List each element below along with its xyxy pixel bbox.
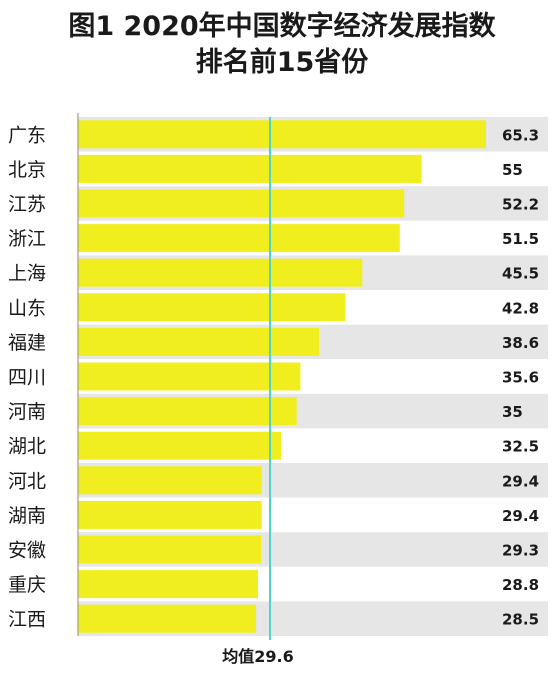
category-label: 湖南 xyxy=(8,505,46,527)
value-label: 35 xyxy=(502,403,523,421)
bar xyxy=(78,224,400,253)
bar xyxy=(78,120,486,149)
value-label: 55 xyxy=(502,161,523,179)
category-label: 江西 xyxy=(8,609,46,631)
value-label: 29.4 xyxy=(502,472,539,490)
chart-title-line1: 图1 2020年中国数字经济发展指数 xyxy=(68,10,496,42)
chart-title-line2: 排名前15省份 xyxy=(196,46,369,78)
bar xyxy=(78,535,262,564)
value-label: 51.5 xyxy=(502,230,539,248)
value-label: 42.8 xyxy=(502,299,539,317)
bar xyxy=(78,189,405,218)
value-label: 28.8 xyxy=(502,576,539,594)
bar xyxy=(78,258,363,287)
category-label: 河南 xyxy=(8,401,46,423)
bar xyxy=(78,466,262,495)
value-label: 45.5 xyxy=(502,265,539,283)
category-label: 北京 xyxy=(8,159,46,181)
category-label: 四川 xyxy=(8,367,46,389)
category-label: 广东 xyxy=(8,124,46,146)
bar xyxy=(78,293,346,322)
category-label: 浙江 xyxy=(8,228,46,250)
value-label: 32.5 xyxy=(502,438,539,456)
reference-line-group xyxy=(77,113,271,640)
value-label: 29.4 xyxy=(502,507,539,525)
bar xyxy=(78,570,258,599)
bar xyxy=(78,604,257,633)
bars xyxy=(78,120,486,633)
bar xyxy=(78,327,320,356)
value-label: 35.6 xyxy=(502,369,539,387)
reference-line-label: 均值29.6 xyxy=(222,647,293,666)
labels: 广东 65.3 北京 55 江苏 52.2 浙江 51.5 上海 45.5 山东 42.8 福建 38.6… xyxy=(8,124,539,630)
value-label: 38.6 xyxy=(502,334,539,352)
category-label: 湖北 xyxy=(8,436,46,458)
value-label: 28.5 xyxy=(502,611,539,629)
bar xyxy=(78,362,301,391)
bar xyxy=(78,397,297,426)
category-label: 上海 xyxy=(8,263,46,285)
category-label: 山东 xyxy=(8,297,46,319)
category-label: 河北 xyxy=(8,470,46,492)
value-label: 29.3 xyxy=(502,542,539,560)
value-label: 65.3 xyxy=(502,126,539,144)
bar xyxy=(78,154,422,183)
category-label: 重庆 xyxy=(8,574,46,596)
value-label: 52.2 xyxy=(502,196,539,214)
category-label: 江苏 xyxy=(8,194,46,216)
bar xyxy=(78,431,282,460)
category-label: 福建 xyxy=(8,332,46,354)
category-label: 安徽 xyxy=(8,540,46,562)
bar xyxy=(78,500,262,529)
